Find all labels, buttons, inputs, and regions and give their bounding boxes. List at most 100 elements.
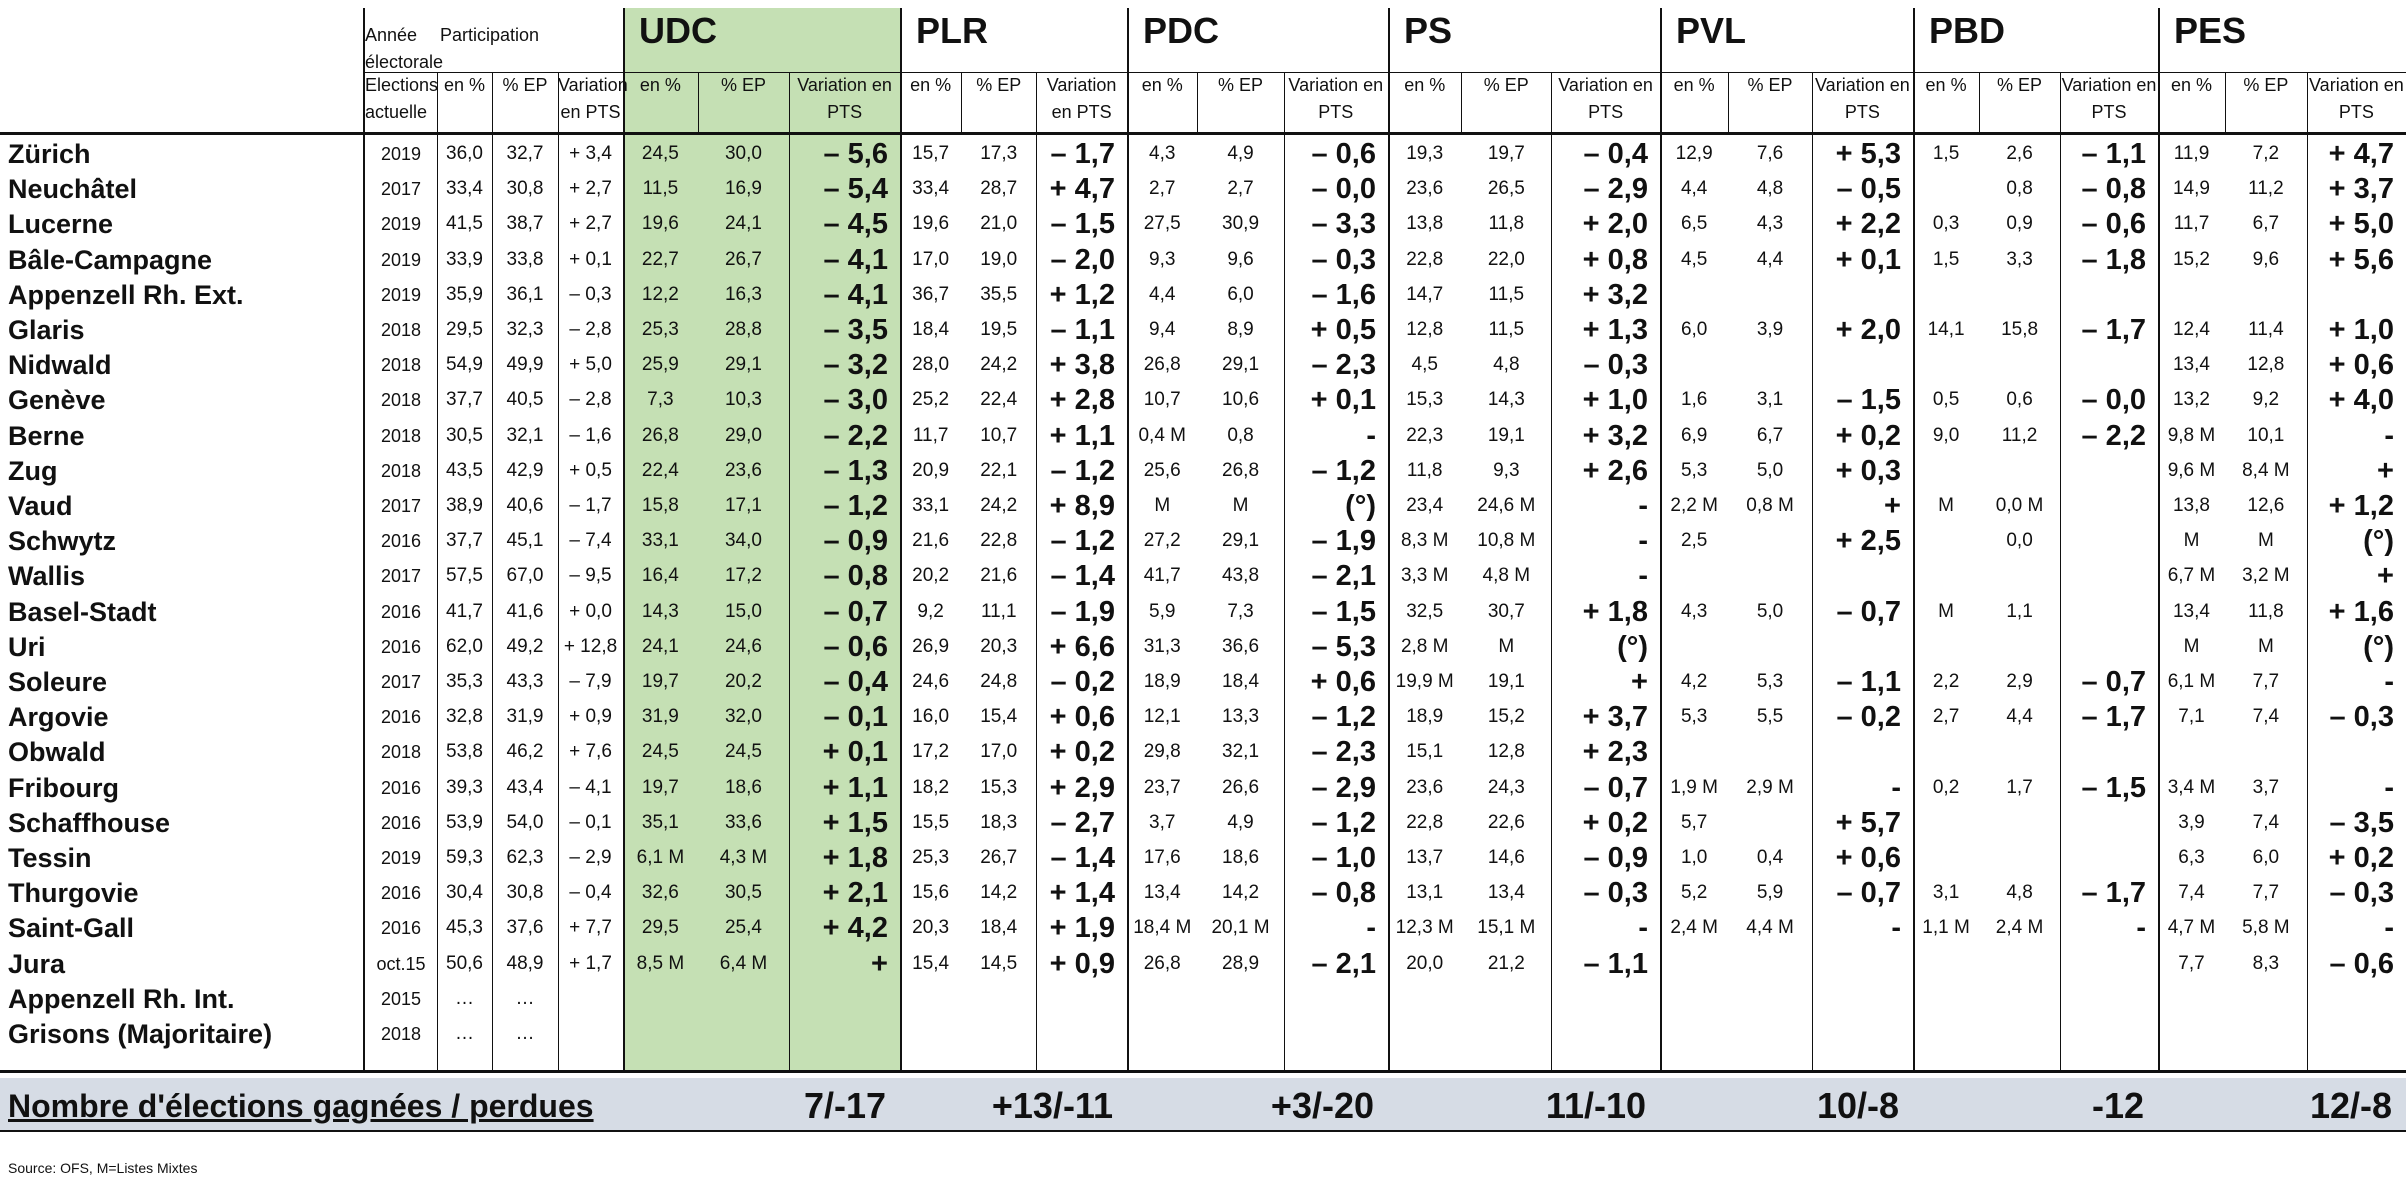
- table-row-pes-en-pct: 6,1 M: [2167, 671, 2216, 692]
- table-row-pvl-en-pct: 5,7: [1680, 811, 1708, 833]
- table-row-pbd-en-pct: 0,5: [1932, 389, 1960, 411]
- table-row-pdc-en-pct: 12,1: [1143, 706, 1181, 728]
- table-row-udc-pct-ep: [698, 982, 789, 1016]
- table-row-pvl-pct-ep: [1728, 278, 1811, 312]
- table-row-pbd-pct-ep: [1979, 454, 2060, 488]
- table-row-pbd-pct-ep: [1979, 806, 2060, 840]
- table-row-year: 2019: [380, 214, 422, 235]
- grid-line: [558, 72, 559, 1070]
- grid-line: [1388, 8, 1390, 1070]
- subheader-pbd-pct_ep: % EP: [1997, 75, 2043, 95]
- table-row-year: 2017: [380, 566, 422, 587]
- table-row-pvl-en-pct: 6,0: [1680, 319, 1708, 340]
- table-row-pes-en-pct: 9,8 M: [2167, 424, 2216, 446]
- table-row-ps-variation: – 1,1: [1583, 947, 1648, 980]
- table-row-pes-pct-ep: M: [2257, 635, 2274, 657]
- table-row-plr-variation: + 2,8: [1049, 384, 1115, 417]
- table-row-plr-en-pct: 9,2: [917, 600, 944, 622]
- summary-value-pvl: 10/-8: [1816, 1085, 1899, 1126]
- table-row-pdc-en-pct: 0,4 M: [1138, 424, 1186, 446]
- table-row-pdc-en-pct: [1127, 1017, 1197, 1051]
- table-row-udc-pct-ep: 30,0: [724, 143, 762, 164]
- table-row-participation-value: – 7,4: [569, 530, 612, 552]
- table-row-year: 2016: [380, 601, 422, 622]
- table-row-plr-variation: – 2,0: [1050, 243, 1115, 276]
- table-row-pes-variation: (°): [2363, 630, 2394, 663]
- table-row-pdc-en-pct: 29,8: [1143, 741, 1181, 763]
- table-row-participation-value: 53,9: [446, 811, 483, 833]
- table-row-plr-en-pct: 18,2: [912, 776, 950, 798]
- table-row-pes-variation: – 0,6: [2329, 947, 2394, 980]
- table-row-participation-value: – 9,5: [569, 565, 612, 587]
- table-row-pdc-en-pct: 41,7: [1143, 565, 1181, 587]
- table-row-udc-en-pct: 15,8: [641, 495, 679, 516]
- table-row-participation-value: 41,5: [446, 213, 483, 235]
- table-row-year: 2016: [380, 918, 422, 939]
- table-row-pvl-en-pct: 4,3: [1680, 600, 1708, 622]
- table-row-participation-value: 36,1: [506, 283, 544, 305]
- table-row-pdc-pct-ep: [1197, 1017, 1283, 1051]
- table-row-pbd-en-pct: [1913, 982, 1979, 1016]
- table-row-participation-value: – 2,8: [569, 389, 612, 411]
- table-row-pes-en-pct: [2158, 735, 2225, 769]
- table-row-pes-variation: – 3,5: [2329, 806, 2394, 839]
- table-row-pdc-variation: + 0,1: [1310, 384, 1376, 417]
- table-row-udc-pct-ep: 29,1: [724, 354, 762, 376]
- grid-line: [961, 72, 963, 132]
- table-row-udc-en-pct: 25,3: [641, 319, 679, 340]
- table-row-pbd-pct-ep: [1979, 982, 2060, 1016]
- table-row-udc-en-pct: 12,2: [641, 283, 679, 305]
- table-row-year: 2017: [380, 179, 422, 200]
- table-row-plr-en-pct: 33,1: [912, 495, 950, 516]
- table-row-udc-en-pct: 19,7: [641, 671, 679, 692]
- table-row-canton-name: Wallis: [8, 561, 86, 592]
- table-row-participation-value: – 1,6: [569, 424, 612, 446]
- subheader-pes-variation_pts: Variation en PTS: [2309, 75, 2404, 122]
- table-row-pvl-variation: + 2,0: [1835, 314, 1901, 346]
- table-row-pbd-variation: [2060, 806, 2146, 840]
- table-row-pdc-variation: – 5,3: [1311, 630, 1376, 663]
- table-row-pes-pct-ep: 6,7: [2252, 213, 2280, 235]
- table-row-participation-value: 38,9: [446, 495, 483, 516]
- table-row-participation-value: 38,7: [506, 213, 544, 235]
- udc-highlight: [623, 8, 900, 1070]
- table-row-plr-pct-ep: 15,3: [980, 776, 1018, 798]
- grid-line: [2158, 8, 2160, 1070]
- table-row-year: 2018: [380, 355, 422, 376]
- table-row-pbd-en-pct: [1913, 559, 1979, 593]
- table-row-pdc-en-pct: 27,2: [1143, 530, 1181, 552]
- table-row-pvl-pct-ep: [1728, 1017, 1811, 1051]
- table-row-participation-value: – 0,3: [569, 283, 612, 305]
- table-row-ps-pct-ep: 13,4: [1487, 882, 1525, 904]
- table-row-pbd-pct-ep: 0,6: [2006, 389, 2033, 411]
- table-row-plr-en-pct: 11,7: [912, 424, 949, 446]
- table-row-plr-pct-ep: 20,3: [980, 635, 1018, 657]
- table-row-ps-pct-ep: 14,6: [1487, 847, 1525, 868]
- table-row-pes-en-pct: 6,3: [2178, 847, 2205, 868]
- table-row-participation-value: [558, 982, 623, 1016]
- table-row-participation-value: 54,0: [506, 811, 544, 833]
- table-row-pes-pct-ep: 5,8 M: [2242, 917, 2290, 939]
- table-row-plr-en-pct: 25,3: [912, 847, 950, 868]
- table-row-udc-variation: + 1,5: [822, 806, 888, 839]
- table-row-pbd-en-pct: [1913, 806, 1979, 840]
- table-row-pes-variation: -: [2384, 419, 2394, 452]
- table-row-pes-pct-ep: 7,4: [2252, 811, 2280, 833]
- table-row-pdc-en-pct: 2,7: [1149, 178, 1176, 200]
- table-row-udc-pct-ep: 6,4 M: [719, 952, 768, 974]
- subheader-pdc-en_pct: en %: [1141, 75, 1183, 95]
- table-row-udc-en-pct: 22,7: [641, 248, 679, 270]
- table-row-udc-variation: + 1,1: [822, 771, 888, 804]
- table-row-pbd-pct-ep: [1979, 1017, 2060, 1051]
- table-row-participation-value: + 0,5: [569, 459, 612, 481]
- table-row-ps-en-pct: 23,6: [1406, 776, 1444, 798]
- table-row-udc-en-pct: 8,5 M: [636, 952, 685, 974]
- table-row-pes-en-pct: 13,4: [2172, 354, 2210, 376]
- table-row-pdc-pct-ep: 0,8: [1227, 424, 1254, 446]
- table-row-udc-en-pct: 19,6: [641, 213, 679, 235]
- table-row-udc-variation: + 0,1: [822, 736, 888, 769]
- table-row-pes-variation: (°): [2363, 525, 2394, 558]
- table-row-participation-value: 32,1: [506, 424, 544, 446]
- table-row-pes-pct-ep: 7,7: [2252, 671, 2280, 692]
- table-row-pvl-variation: [1812, 278, 1901, 312]
